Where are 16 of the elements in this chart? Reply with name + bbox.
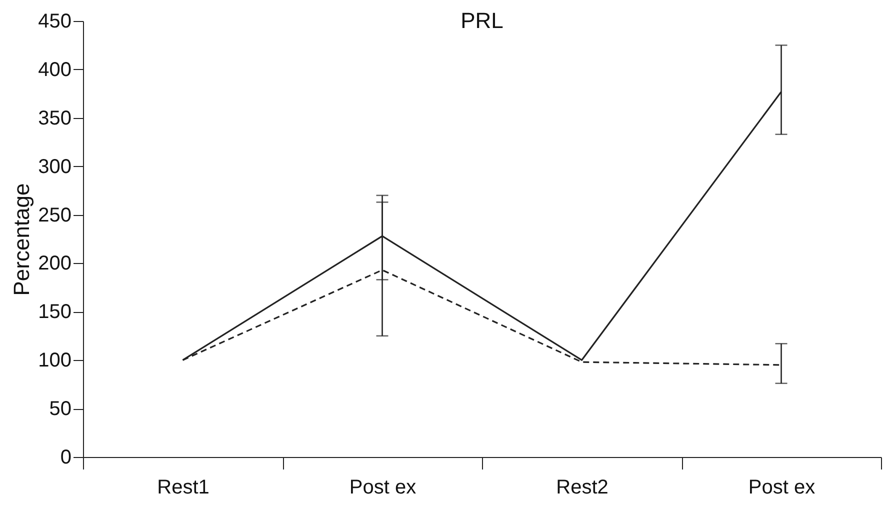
- x-tick-label: Rest1: [157, 476, 210, 498]
- y-tick-label: 200: [38, 252, 72, 275]
- x-tick-label: Post ex: [349, 476, 416, 498]
- y-tick-label: 100: [38, 350, 72, 372]
- y-tick-label: 150: [38, 301, 72, 324]
- y-tick-label: 50: [49, 398, 72, 420]
- y-tick-label: 350: [38, 107, 72, 130]
- y-tick-label: 300: [38, 156, 72, 178]
- y-tick-label: 0: [60, 446, 72, 468]
- y-tick-label: 250: [38, 204, 72, 226]
- x-tick-label: Post ex: [748, 476, 816, 498]
- y-tick-label: 400: [38, 58, 72, 81]
- y-axis-title: Percentage: [9, 183, 34, 296]
- x-tick-label: Rest2: [556, 476, 608, 498]
- chart-title: PRL: [460, 8, 504, 33]
- y-tick-label: 450: [38, 10, 72, 32]
